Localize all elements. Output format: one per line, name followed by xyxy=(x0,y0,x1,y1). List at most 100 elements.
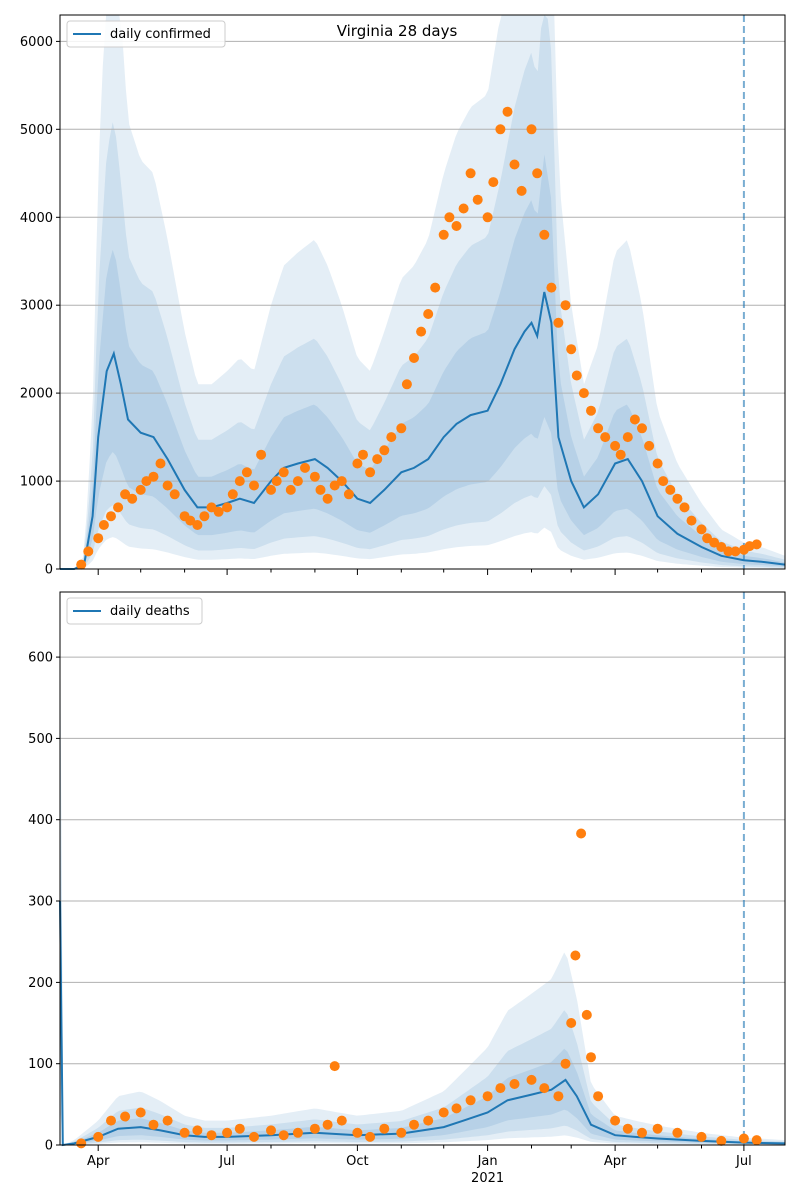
data-point xyxy=(438,229,449,240)
data-point xyxy=(553,1091,564,1102)
data-point xyxy=(751,1135,762,1146)
data-point xyxy=(76,1138,87,1149)
legend-label: daily confirmed xyxy=(110,27,211,42)
data-point xyxy=(738,1133,749,1144)
data-point xyxy=(539,229,550,240)
data-point xyxy=(600,432,611,443)
data-point xyxy=(249,1131,259,1142)
data-point xyxy=(199,511,210,522)
data-point xyxy=(127,493,138,504)
data-point xyxy=(148,471,159,482)
series-line xyxy=(60,291,786,570)
data-point xyxy=(578,388,589,399)
x-tick-label: Jan xyxy=(477,1154,498,1169)
data-point xyxy=(266,484,276,495)
data-point xyxy=(120,1111,131,1122)
y-tick-label: 6000 xyxy=(20,35,53,50)
y-tick-label: 1000 xyxy=(20,475,53,490)
data-point xyxy=(234,476,245,487)
data-point xyxy=(553,317,564,328)
data-point xyxy=(106,511,116,522)
x-year-label: 2021 xyxy=(471,1171,504,1186)
data-point xyxy=(409,1119,419,1130)
data-point xyxy=(665,484,676,495)
data-point xyxy=(135,1107,146,1118)
data-point xyxy=(135,484,146,495)
data-point xyxy=(192,520,203,530)
y-tick-label: 4000 xyxy=(20,211,53,226)
data-point xyxy=(686,515,697,526)
data-point xyxy=(679,502,690,513)
data-point xyxy=(416,326,427,337)
data-point xyxy=(372,454,383,465)
axes-frame xyxy=(59,14,786,570)
data-point xyxy=(652,458,663,469)
data-point xyxy=(365,467,376,478)
data-point xyxy=(509,1079,520,1089)
data-point xyxy=(610,1115,621,1126)
y-tick-label: 5000 xyxy=(20,123,53,138)
data-point xyxy=(526,124,537,135)
data-point xyxy=(192,1125,203,1136)
data-point xyxy=(622,432,633,443)
data-point xyxy=(396,1127,407,1138)
data-point xyxy=(322,493,333,504)
x-tick-label: Jul xyxy=(735,1154,752,1169)
data-point xyxy=(622,1123,633,1134)
data-point xyxy=(98,520,109,530)
data-point xyxy=(179,1127,190,1138)
data-point xyxy=(241,467,252,478)
series-line xyxy=(59,900,786,1147)
data-point xyxy=(637,1127,647,1138)
uncertainty-band xyxy=(60,15,785,569)
data-point xyxy=(227,489,238,500)
data-point xyxy=(581,1009,592,1020)
data-point xyxy=(83,546,94,557)
data-point xyxy=(516,185,527,196)
data-point xyxy=(672,1127,683,1138)
data-point xyxy=(495,1083,506,1094)
x-tick-label: Oct xyxy=(346,1154,368,1169)
data-point xyxy=(723,546,734,557)
data-point xyxy=(401,379,412,390)
data-point xyxy=(566,344,577,355)
y-tick-label: 0 xyxy=(45,1139,53,1154)
data-point xyxy=(396,423,407,434)
data-point xyxy=(546,282,557,293)
legend: daily deaths xyxy=(66,597,203,625)
data-point xyxy=(672,493,683,504)
data-point xyxy=(285,484,296,495)
data-point xyxy=(365,1131,376,1142)
legend-label: daily deaths xyxy=(110,604,190,619)
data-point xyxy=(566,1018,577,1028)
data-point xyxy=(409,353,419,363)
x-tick-label: Jul xyxy=(218,1154,235,1169)
data-point xyxy=(502,106,513,117)
data-point xyxy=(696,524,707,535)
data-point xyxy=(322,1119,333,1130)
data-point xyxy=(444,212,455,223)
data-point xyxy=(586,1052,596,1063)
data-point xyxy=(658,476,669,487)
y-tick-label: 500 xyxy=(28,732,53,747)
y-tick-label: 200 xyxy=(28,976,53,991)
data-point xyxy=(593,423,604,434)
data-point xyxy=(465,1095,476,1106)
data-point xyxy=(292,1127,303,1138)
data-point xyxy=(423,309,434,319)
data-point xyxy=(234,1123,245,1134)
data-point xyxy=(162,480,173,491)
y-tick-label: 0 xyxy=(45,563,53,578)
data-point xyxy=(482,212,493,223)
y-tick-label: 3000 xyxy=(20,299,53,314)
data-point xyxy=(300,462,310,473)
y-tick-label: 600 xyxy=(28,651,53,666)
data-point xyxy=(430,282,441,293)
data-point xyxy=(586,405,596,416)
y-tick-label: 300 xyxy=(28,895,53,910)
data-point xyxy=(610,440,621,451)
uncertainty-band xyxy=(60,154,785,569)
data-point xyxy=(358,449,368,460)
data-point xyxy=(155,458,166,469)
